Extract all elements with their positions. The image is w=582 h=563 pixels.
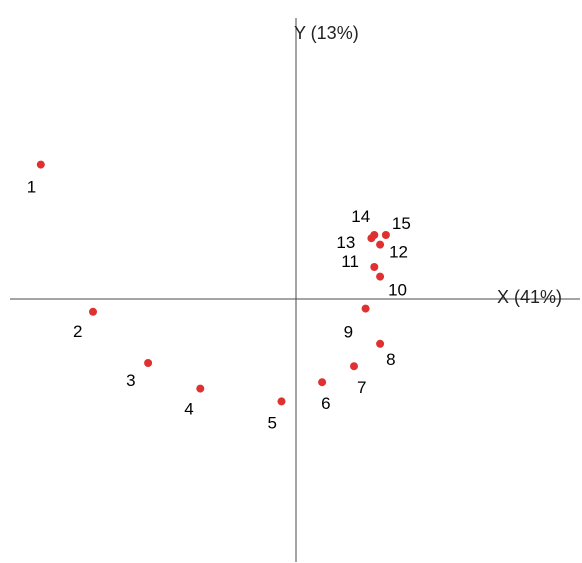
- point-label-6: 6: [321, 394, 330, 413]
- point-label-9: 9: [344, 323, 353, 342]
- data-point-10: [376, 272, 385, 281]
- point-label-3: 3: [126, 371, 135, 390]
- data-point-4: [196, 384, 205, 393]
- data-point-8: [376, 339, 385, 348]
- point-label-5: 5: [268, 413, 277, 432]
- point-label-15: 15: [392, 214, 411, 233]
- data-point-11: [370, 263, 379, 271]
- point-label-2: 2: [73, 322, 82, 341]
- data-point-15: [381, 231, 390, 239]
- point-label-14: 14: [351, 207, 370, 226]
- point-label-13: 13: [336, 233, 355, 252]
- y-axis-label: Y (13%): [294, 23, 359, 43]
- data-point-2: [89, 307, 97, 316]
- point-label-7: 7: [357, 378, 366, 397]
- point-label-8: 8: [386, 350, 395, 369]
- point-label-10: 10: [388, 281, 407, 300]
- data-point-14: [370, 231, 379, 239]
- data-point-1: [36, 160, 45, 169]
- data-point-12: [376, 240, 385, 249]
- x-axis-label: X (41%): [497, 287, 562, 307]
- data-point-6: [318, 378, 327, 387]
- data-point-5: [277, 397, 286, 406]
- point-label-1: 1: [27, 178, 36, 197]
- point-label-11: 11: [341, 252, 359, 271]
- data-point-3: [144, 359, 153, 367]
- data-point-9: [361, 304, 370, 313]
- point-label-4: 4: [184, 400, 193, 419]
- data-point-7: [350, 362, 358, 371]
- point-label-12: 12: [389, 243, 408, 262]
